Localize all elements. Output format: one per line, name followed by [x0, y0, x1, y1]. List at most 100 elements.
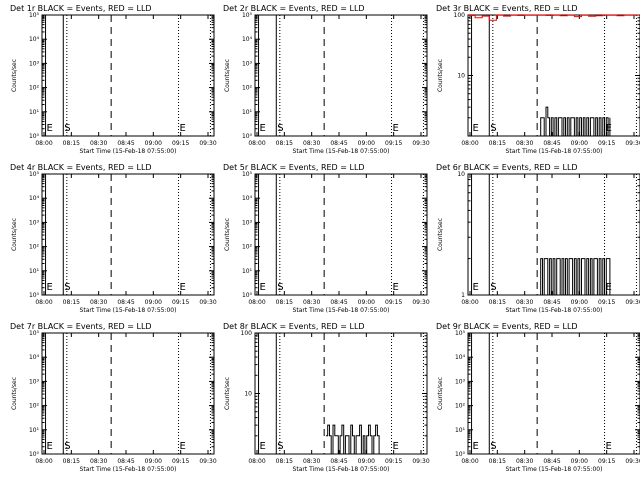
- y-tick-label: 10³: [29, 60, 40, 67]
- x-axis-label: Start Time (15-Feb-18 07:55:00): [293, 148, 390, 155]
- panel-title: Det 2r BLACK = Events, RED = LLD: [223, 4, 365, 13]
- time-marker-label: E: [260, 282, 266, 293]
- time-marker-label: E: [473, 282, 479, 293]
- detector-panel: Det 5r BLACK = Events, RED = LLD 08:00 08:…: [223, 163, 430, 314]
- y-tick-label: 10²: [29, 244, 40, 251]
- time-marker-label: E: [260, 441, 266, 452]
- y-tick-label: 10⁴: [242, 195, 253, 202]
- x-tick-label: 08:45: [330, 299, 347, 306]
- y-tick-label: 10¹: [242, 268, 253, 275]
- detector-panel: Det 4r BLACK = Events, RED = LLD 08:00 08:…: [10, 163, 217, 314]
- x-tick-label: 08:15: [489, 299, 506, 306]
- x-tick-label: 09:15: [598, 140, 615, 147]
- detector-panel: Det 8r BLACK = Events, RED = LLD 08:00 08:…: [223, 322, 430, 473]
- panel-title: Det 7r BLACK = Events, RED = LLD: [10, 322, 152, 331]
- y-axis-label: Counts/sec: [224, 377, 231, 410]
- y-tick-label: 10⁵: [242, 12, 253, 19]
- x-axis-label: Start Time (15-Feb-18 07:55:00): [80, 148, 177, 155]
- x-tick-label: 09:30: [625, 458, 640, 465]
- x-axis-label: Start Time (15-Feb-18 07:55:00): [506, 148, 603, 155]
- y-axis-label: Counts/sec: [437, 218, 444, 251]
- x-tick-label: 09:15: [172, 458, 189, 465]
- plot-frame: [467, 173, 640, 296]
- panel-title: Det 1r BLACK = Events, RED = LLD: [10, 4, 152, 13]
- x-tick-label: 08:00: [461, 299, 478, 306]
- time-marker-label: E: [180, 123, 186, 134]
- y-tick-label: 10²: [29, 403, 40, 410]
- x-tick-label: 08:45: [117, 299, 134, 306]
- x-tick-label: 08:00: [248, 299, 265, 306]
- x-tick-label: 09:15: [172, 299, 189, 306]
- y-tick-label: 10³: [29, 219, 40, 226]
- x-tick-label: 08:30: [516, 458, 533, 465]
- time-marker-label: S: [490, 282, 496, 293]
- y-tick-label: 10: [457, 171, 465, 178]
- detector-panel: Det 1r BLACK = Events, RED = LLD 08:00 08:…: [10, 4, 217, 155]
- x-tick-label: 09:00: [358, 140, 375, 147]
- x-tick-label: 08:45: [117, 140, 134, 147]
- series-line: [325, 424, 380, 455]
- x-tick-label: 08:00: [461, 458, 478, 465]
- y-tick-label: 10⁵: [29, 171, 40, 178]
- plot-frame: [41, 173, 215, 296]
- x-tick-label: 08:30: [90, 299, 107, 306]
- time-marker-label: E: [606, 123, 612, 134]
- x-tick-label: 08:15: [63, 299, 80, 306]
- x-tick-label: 09:15: [598, 299, 615, 306]
- time-marker-label: S: [64, 441, 70, 452]
- x-tick-label: 08:15: [489, 458, 506, 465]
- y-tick-label: 10⁴: [242, 36, 253, 43]
- x-tick-label: 08:45: [117, 458, 134, 465]
- x-tick-label: 08:30: [303, 140, 320, 147]
- plot-frame: [41, 332, 215, 455]
- time-marker-label: E: [473, 123, 479, 134]
- x-tick-label: 08:00: [248, 458, 265, 465]
- x-tick-label: 08:00: [461, 140, 478, 147]
- y-tick-label: 10⁵: [455, 330, 466, 337]
- y-tick-label: 10⁴: [29, 195, 40, 202]
- y-tick-label: 10³: [455, 378, 466, 385]
- y-tick-label: 10³: [29, 378, 40, 385]
- x-tick-label: 09:00: [571, 299, 588, 306]
- y-tick-label: 10²: [29, 85, 40, 92]
- x-tick-label: 08:30: [303, 458, 320, 465]
- time-marker-label: S: [277, 282, 283, 293]
- x-tick-label: 09:15: [385, 458, 402, 465]
- x-tick-label: 08:00: [35, 299, 52, 306]
- x-tick-label: 08:30: [90, 140, 107, 147]
- y-tick-label: 10⁵: [29, 12, 40, 19]
- time-marker-label: E: [180, 441, 186, 452]
- y-tick-label: 100: [454, 12, 466, 19]
- y-axis-label: Counts/sec: [437, 59, 444, 92]
- y-tick-label: 10¹: [29, 427, 40, 434]
- y-tick-label: 10²: [242, 244, 253, 251]
- time-marker-label: E: [606, 441, 612, 452]
- x-axis-label: Start Time (15-Feb-18 07:55:00): [80, 307, 177, 314]
- x-tick-label: 09:00: [571, 140, 588, 147]
- time-marker-label: S: [277, 441, 283, 452]
- y-tick-label: 10⁰: [29, 451, 40, 458]
- y-tick-label: 10⁰: [242, 133, 253, 140]
- x-tick-label: 08:00: [248, 140, 265, 147]
- detector-panel: Det 3r BLACK = Events, RED = LLD 08:00 08:…: [436, 4, 640, 155]
- detector-panel: Det 6r BLACK = Events, RED = LLD 08:00 08:…: [436, 163, 640, 314]
- y-tick-label: 10³: [242, 219, 253, 226]
- x-tick-label: 08:45: [543, 299, 560, 306]
- x-tick-label: 08:30: [90, 458, 107, 465]
- panel-title: Det 9r BLACK = Events, RED = LLD: [436, 322, 578, 331]
- x-tick-label: 08:30: [303, 299, 320, 306]
- x-tick-label: 08:45: [543, 140, 560, 147]
- panel-title: Det 5r BLACK = Events, RED = LLD: [223, 163, 365, 172]
- x-tick-label: 08:30: [516, 299, 533, 306]
- time-marker-label: E: [47, 441, 53, 452]
- detector-panel: Det 7r BLACK = Events, RED = LLD 08:00 08:…: [10, 322, 217, 473]
- series-line: [538, 258, 611, 296]
- y-tick-label: 10⁵: [29, 330, 40, 337]
- y-tick-label: 10²: [242, 85, 253, 92]
- time-marker-label: S: [490, 441, 496, 452]
- x-tick-label: 09:15: [172, 140, 189, 147]
- x-tick-label: 09:15: [385, 140, 402, 147]
- y-tick-label: 10⁰: [29, 292, 40, 299]
- y-axis-label: Counts/sec: [11, 218, 18, 251]
